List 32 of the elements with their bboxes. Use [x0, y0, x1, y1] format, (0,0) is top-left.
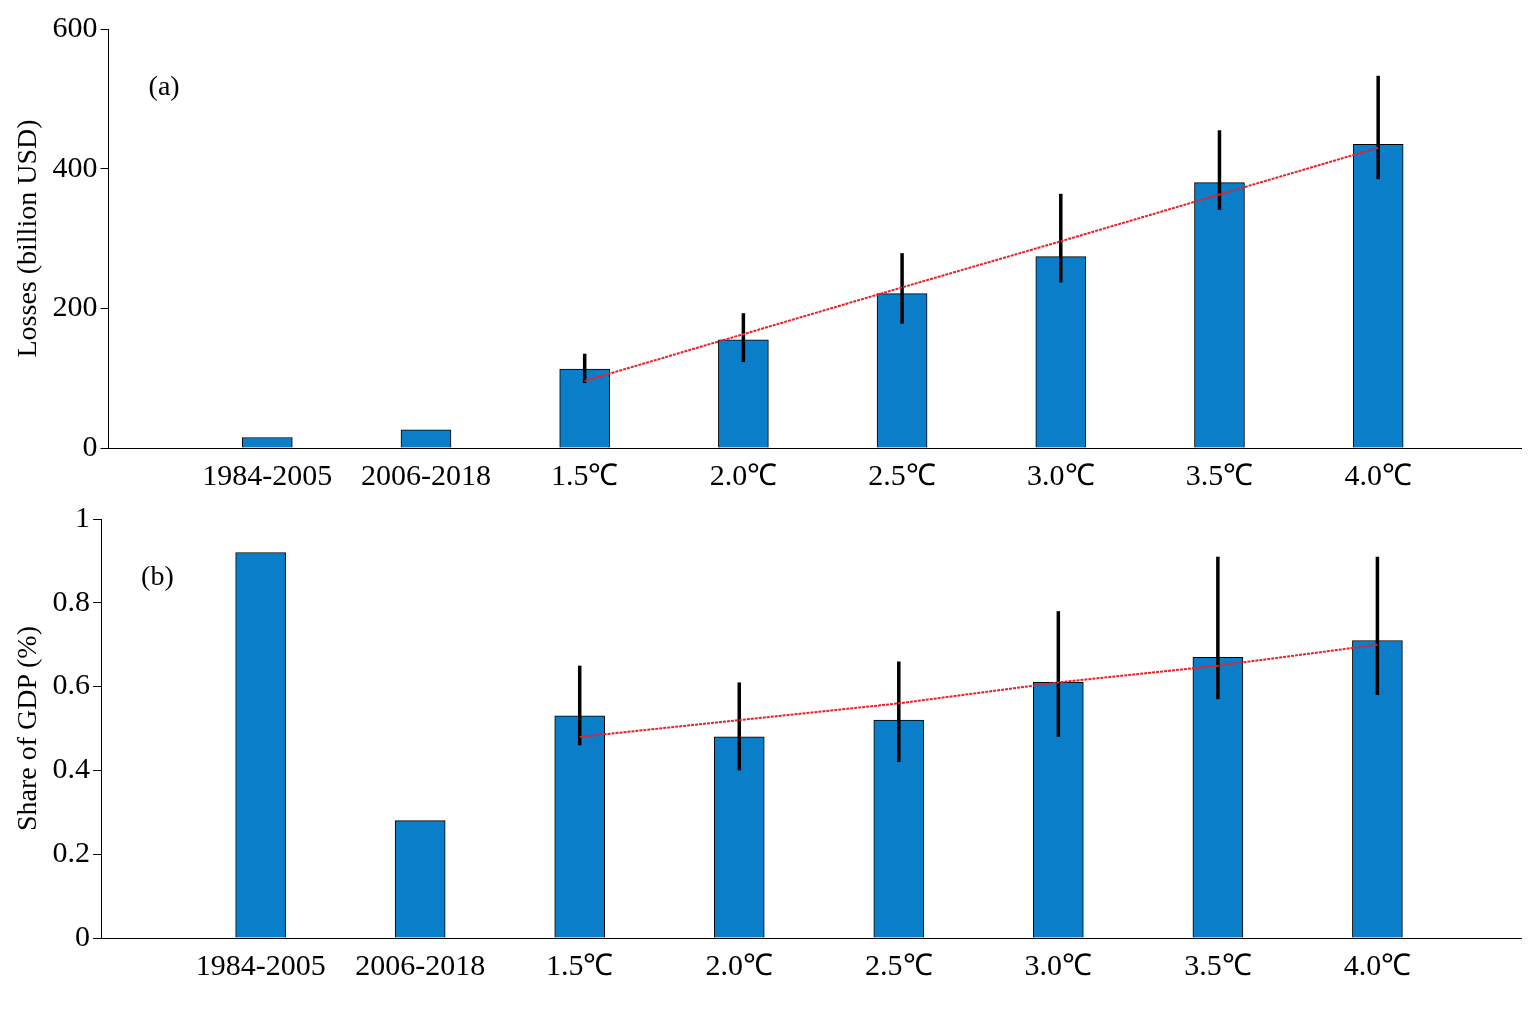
x-tick-label: 4.0℃	[1343, 947, 1412, 981]
x-tick-label: 1984-2005	[195, 947, 326, 981]
annotation: (b)	[141, 560, 174, 592]
y-tick-label: 400	[52, 149, 98, 183]
line-series	[583, 146, 1380, 382]
y-tick-label: 600	[52, 9, 98, 43]
y-tick-label: 0.6	[52, 667, 91, 701]
x-tick-label: 3.0℃	[1027, 457, 1095, 491]
y-tick-label: 0.2	[52, 835, 91, 869]
x-tick-label: 2.5℃	[868, 457, 936, 491]
y-axis-title: Losses (billion USD)	[11, 119, 43, 358]
x-tick-label: 3.5℃	[1185, 457, 1254, 491]
x-tick-label: 2.0℃	[705, 947, 774, 981]
y-tick-label: 0	[75, 918, 91, 952]
x-tick-label: 4.0℃	[1344, 457, 1412, 491]
y-tick-label: 1	[75, 499, 91, 533]
y-tick-label: 0	[82, 428, 98, 462]
y-tick-label: 200	[52, 289, 98, 323]
y-tick-label: 0.4	[52, 751, 91, 785]
x-tick-label: 2.5℃	[865, 947, 933, 981]
x-tick-label: 1984-2005	[202, 457, 333, 491]
y-tick-label: 0.8	[52, 583, 91, 617]
x-tick-label: 3.5℃	[1184, 947, 1252, 981]
x-tick-label: 2006-2018	[355, 947, 486, 981]
x-tick-label: 2006-2018	[360, 457, 491, 491]
x-tick-label: 1.5℃	[550, 457, 619, 491]
x-tick-label: 3.0℃	[1024, 947, 1093, 981]
line-series	[578, 643, 1379, 738]
x-tick-label: 2.0℃	[709, 457, 778, 491]
annotation: (a)	[148, 70, 180, 102]
x-tick-label: 1.5℃	[545, 947, 614, 981]
y-axis-title: Share of GDP (%)	[11, 625, 43, 832]
